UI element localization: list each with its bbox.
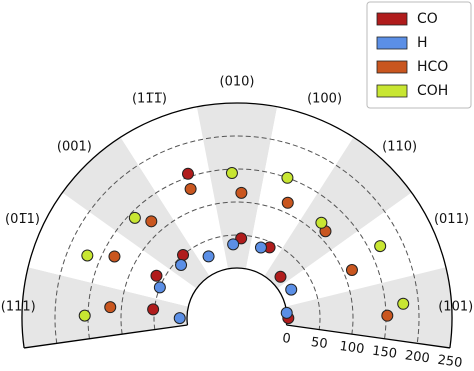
point <box>202 250 215 263</box>
legend-swatch <box>376 60 408 74</box>
point <box>254 241 267 254</box>
point <box>128 211 141 224</box>
legend-swatch <box>376 84 408 98</box>
point <box>78 309 91 322</box>
point <box>81 249 94 262</box>
point <box>280 306 293 319</box>
legend-label: H <box>417 35 428 51</box>
r-tick-label: 150 <box>371 344 398 362</box>
sector-label: (011) <box>434 212 469 227</box>
r-tick-label: 50 <box>310 335 328 352</box>
legend-label: CO <box>417 11 438 27</box>
sector-label: (11̅1̅) <box>132 91 167 106</box>
point <box>108 250 121 263</box>
axis-arc <box>21 102 453 349</box>
legend-swatch <box>376 12 408 26</box>
legend-label: COH <box>417 83 448 99</box>
axis-arc <box>186 267 288 326</box>
grid-circle <box>54 135 420 344</box>
axis-edge <box>286 324 450 349</box>
sector-label: (111) <box>1 299 36 314</box>
point <box>397 297 410 310</box>
point <box>274 270 287 283</box>
r-tick-label: 250 <box>437 353 464 371</box>
point <box>285 283 298 296</box>
point <box>345 263 358 276</box>
point <box>104 301 117 314</box>
point <box>235 186 248 199</box>
sector-label: (01̅1) <box>5 212 40 227</box>
point <box>153 281 166 294</box>
point <box>184 182 197 195</box>
point <box>173 312 186 325</box>
r-tick-label: 200 <box>404 348 431 366</box>
point <box>374 240 387 253</box>
grid-circle <box>120 201 354 335</box>
point <box>227 238 240 251</box>
legend-swatch <box>376 36 408 50</box>
sector-label: (101) <box>438 299 473 314</box>
sector-label: (100) <box>307 91 342 106</box>
sector-label: (110) <box>382 139 417 154</box>
sector-label: (010) <box>220 75 255 90</box>
point <box>315 216 328 229</box>
legend-box <box>366 1 472 109</box>
point <box>150 269 163 282</box>
point <box>177 248 190 261</box>
point <box>181 167 194 180</box>
point <box>175 259 188 272</box>
point <box>147 303 160 316</box>
legend-label: HCO <box>417 59 448 75</box>
r-tick-label: 0 <box>281 331 291 347</box>
point <box>381 309 394 322</box>
axis-edge <box>24 324 188 349</box>
point <box>145 215 158 228</box>
point <box>235 232 248 245</box>
point <box>281 196 294 209</box>
point <box>281 171 294 184</box>
point <box>225 167 238 180</box>
r-tick-label: 100 <box>339 339 366 357</box>
sector-label: (001) <box>57 139 92 154</box>
